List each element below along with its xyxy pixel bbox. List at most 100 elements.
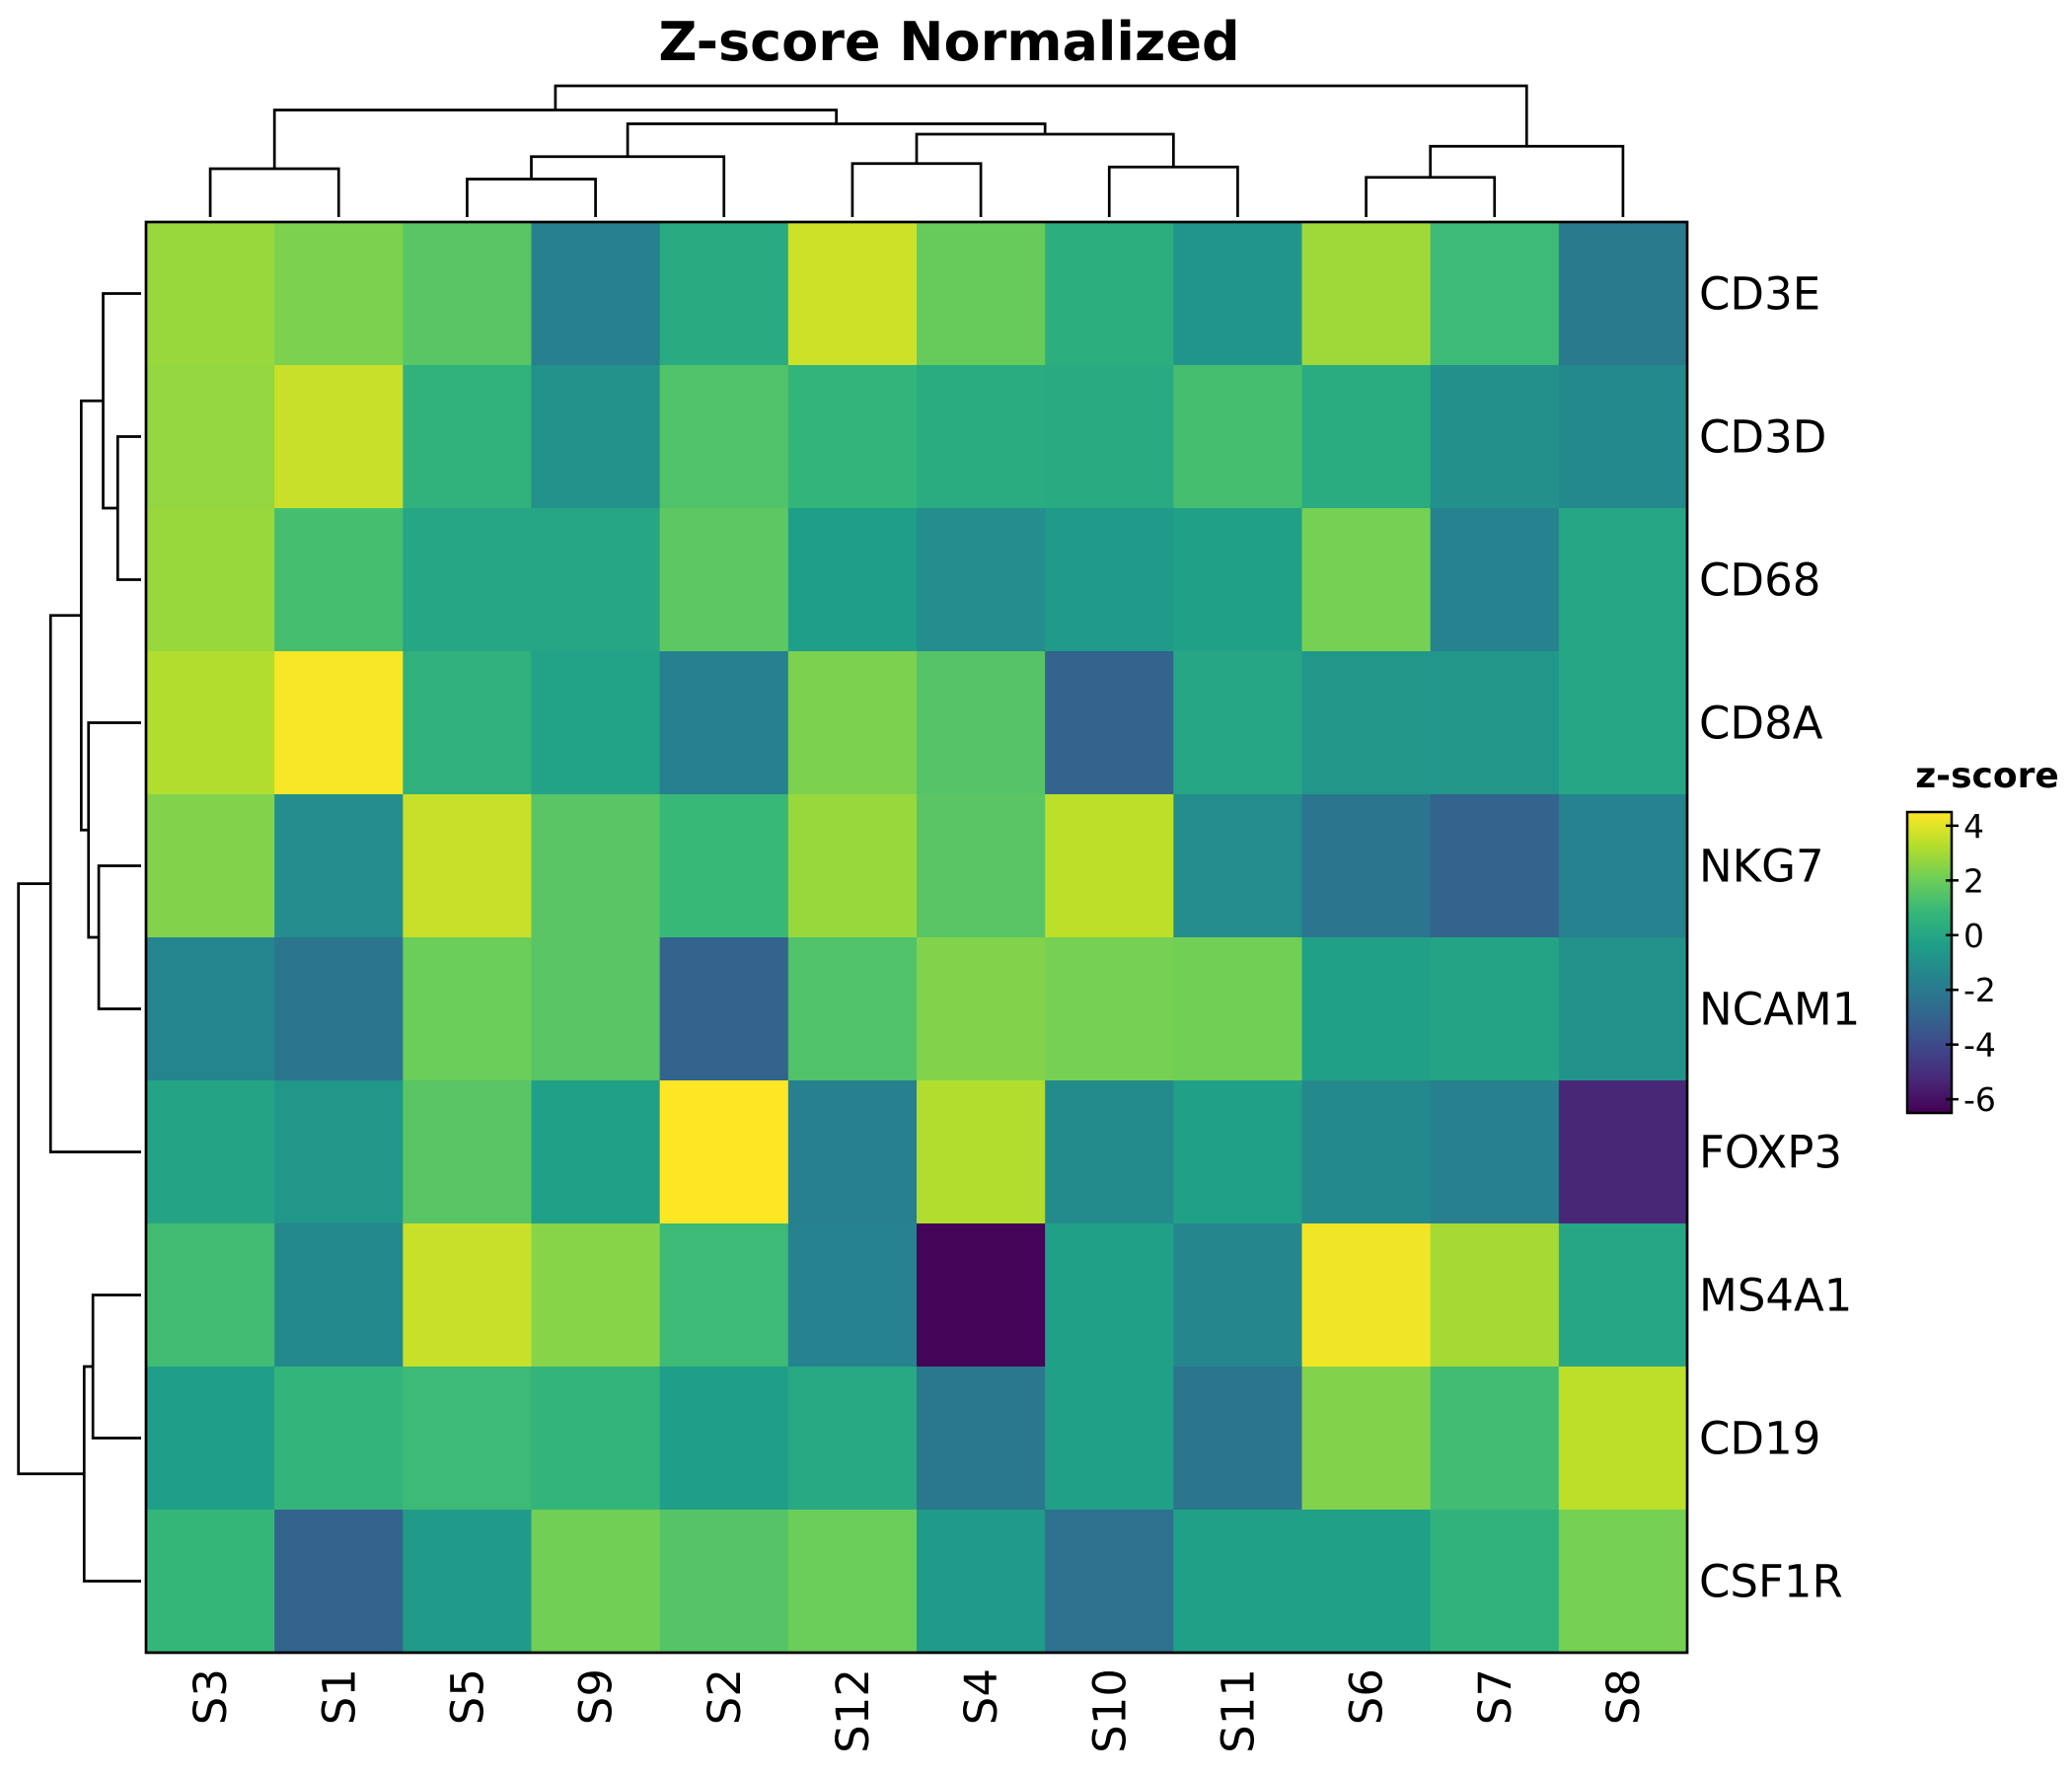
row-label: CD3E (1699, 268, 1820, 321)
dendrogram-branch (272, 109, 838, 169)
heatmap-cell (1301, 1080, 1432, 1224)
heatmap-cell (1430, 1510, 1560, 1654)
heatmap-cell (1173, 794, 1303, 938)
heatmap-cell (1430, 222, 1560, 366)
column-label: S7 (1469, 1668, 1521, 1725)
heatmap-cell (1173, 1367, 1303, 1511)
heatmap-cell (787, 365, 918, 509)
heatmap-cell (787, 1510, 918, 1654)
heatmap-cell (531, 1223, 661, 1368)
heatmap-cell (1430, 937, 1560, 1081)
heatmap-cell (1173, 1510, 1303, 1654)
heatmap-cell (1173, 651, 1303, 795)
heatmap-cell (403, 365, 533, 509)
heatmap-cell (1045, 1223, 1174, 1368)
heatmap-cell (659, 365, 789, 509)
heatmap-cell (531, 1080, 661, 1224)
heatmap-cell (1301, 794, 1432, 938)
row-label: MS4A1 (1699, 1270, 1852, 1322)
heatmap-cell (787, 651, 918, 795)
heatmap-cell (917, 508, 1046, 652)
heatmap-cell (274, 1510, 404, 1654)
heatmap-cell (1558, 508, 1688, 652)
dendrogram-branch (1107, 165, 1239, 217)
heatmap-cell (1558, 222, 1688, 366)
heatmap-cell (531, 365, 661, 509)
dendrogram-branch (915, 132, 1175, 168)
heatmap-cell (1430, 1080, 1560, 1224)
heatmap-cell (1301, 508, 1432, 652)
heatmap-cell (1045, 222, 1174, 366)
heatmap-cell (146, 1080, 275, 1224)
heatmap-cell (146, 1223, 275, 1368)
heatmap-cell (917, 222, 1046, 366)
column-label: S2 (699, 1668, 751, 1725)
heatmap-cell (146, 365, 275, 509)
row-label: CD3D (1699, 411, 1826, 464)
heatmap-cell (659, 1367, 789, 1511)
row-label: NCAM1 (1699, 984, 1860, 1036)
heatmap-cell (1173, 1080, 1303, 1224)
dendrogram-branch (1429, 144, 1625, 217)
heatmap-cell (659, 1510, 789, 1654)
dendrogram-branch (87, 721, 141, 939)
heatmap-cell (1430, 508, 1560, 652)
row-label: CD68 (1699, 555, 1820, 607)
row-label: FOXP3 (1699, 1127, 1842, 1179)
row-label: CD19 (1699, 1413, 1820, 1465)
heatmap-cell (1173, 937, 1303, 1081)
heatmap-cell (146, 508, 275, 652)
dendrogram-branch (208, 167, 340, 217)
heatmap-cell (274, 1367, 404, 1511)
heatmap-cell (403, 937, 533, 1081)
heatmap-cell (917, 651, 1046, 795)
heatmap-cell (403, 1080, 533, 1224)
heatmap-cell (1045, 365, 1174, 509)
heatmap-cell (403, 222, 533, 366)
colorbar-tick-label: -2 (1963, 971, 1996, 1009)
heatmap-cell (659, 508, 789, 652)
heatmap-cell (787, 508, 918, 652)
heatmap-cell (787, 1080, 918, 1224)
colorbar-title: z-score (1915, 756, 2059, 796)
colorbar-tick-label: 2 (1963, 861, 1984, 900)
heatmap-cell (1558, 365, 1688, 509)
heatmap-cell (1173, 1223, 1303, 1368)
colorbar-tick-label: 0 (1963, 917, 1984, 955)
heatmap-cell (917, 1510, 1046, 1654)
heatmap-cell (1430, 651, 1560, 795)
column-label: S12 (827, 1668, 879, 1753)
column-label: S4 (955, 1668, 1007, 1725)
heatmap-cell (917, 937, 1046, 1081)
heatmap-cell (1558, 1510, 1688, 1654)
heatmap-cell (531, 651, 661, 795)
heatmap-cell (787, 794, 918, 938)
column-label: S5 (441, 1668, 493, 1725)
dendrogram-branch (17, 882, 85, 1476)
heatmap-cell (274, 651, 404, 795)
heatmap-cell (274, 794, 404, 938)
colorbar-tick-label: -6 (1963, 1080, 1996, 1119)
heatmap-frame (144, 220, 1689, 1655)
row-dendrogram (17, 292, 141, 1583)
colorbar: z-score 4 2 0 -2 -4 -6 (1905, 756, 2059, 1119)
row-label: NKG7 (1699, 841, 1824, 893)
dendrogram-branch (554, 84, 1528, 147)
chart-title: Z-score Normalized (658, 11, 1239, 73)
colorbar-tick-label: 4 (1963, 807, 1984, 846)
dendrogram-branch (102, 292, 141, 510)
dendrogram-branch (851, 162, 983, 217)
heatmap-cell (403, 1510, 533, 1654)
heatmap-cell (403, 794, 533, 938)
heatmap-cell (274, 1223, 404, 1368)
heatmap-cell (917, 794, 1046, 938)
dendrogram-branch (79, 399, 104, 832)
heatmap-cell (1558, 1223, 1688, 1368)
heatmap-cell (917, 1367, 1046, 1511)
heatmap-cell (531, 1367, 661, 1511)
dendrogram-branch (530, 155, 726, 217)
heatmap-cell (274, 222, 404, 366)
heatmap-cell (1301, 365, 1432, 509)
heatmap-cell (1301, 937, 1432, 1081)
heatmap-cell (1301, 651, 1432, 795)
